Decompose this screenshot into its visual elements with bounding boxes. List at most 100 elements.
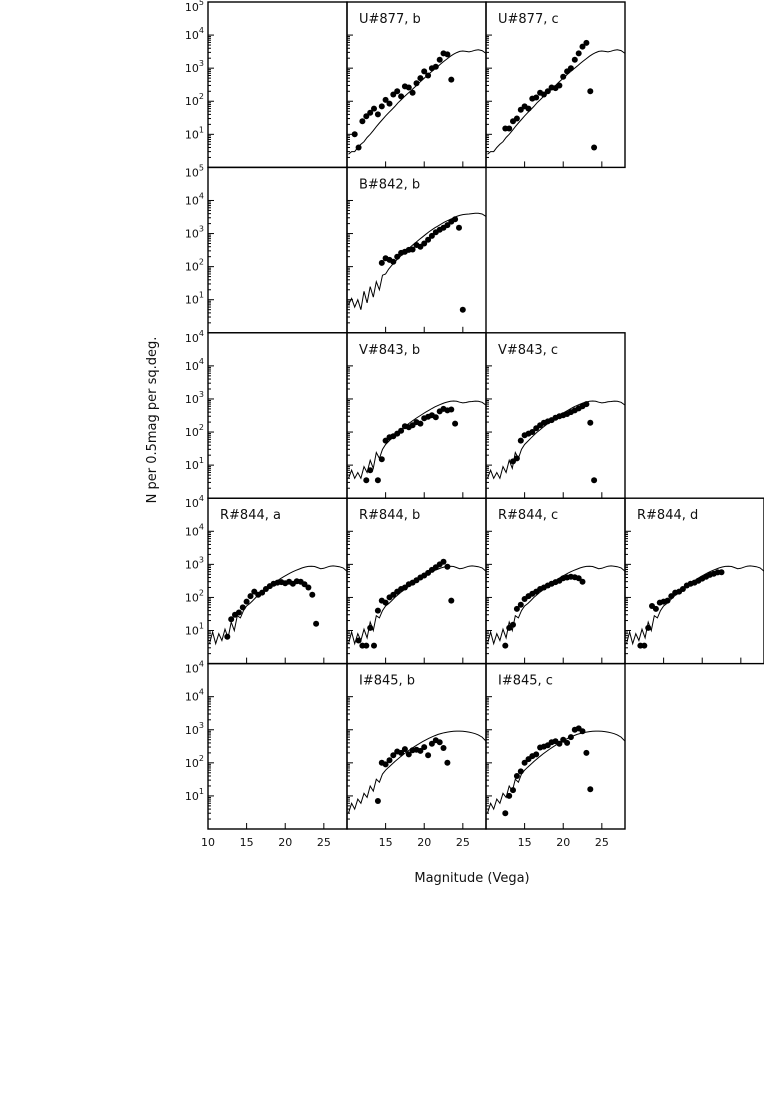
data-point-U-b <box>363 113 370 120</box>
y-tick-exponent: 5 <box>199 0 204 7</box>
data-point-I-c <box>579 728 586 735</box>
panel-label-V-b: V#843, b <box>359 343 420 358</box>
y-tick-exponent: 3 <box>199 59 204 68</box>
data-point-R-d <box>718 569 725 576</box>
model-line-I-b <box>348 730 487 814</box>
y-tick-label: 104 <box>185 522 204 538</box>
x-tick-label: 20 <box>556 836 570 849</box>
panel-label-R-a: R#844, a <box>220 508 281 523</box>
data-point-R-d <box>652 605 659 612</box>
data-point-I-b <box>386 757 393 764</box>
data-point-R-a <box>305 584 312 591</box>
data-point-I-b <box>374 798 381 804</box>
data-point-V-b <box>448 406 455 413</box>
y-tick-label: 103 <box>185 721 204 737</box>
y-tick-label: 104 <box>185 357 204 373</box>
y-tick-label: 102 <box>185 258 204 274</box>
model-line-B-b <box>348 212 487 310</box>
data-point-V-c <box>513 455 520 462</box>
data-point-R-a <box>228 616 235 623</box>
model-line-V-b <box>348 400 487 480</box>
y-tick-label: 102 <box>185 92 204 108</box>
data-point-R-b <box>448 597 455 604</box>
data-point-V-c <box>529 429 536 435</box>
data-point-V-c <box>591 477 598 484</box>
data-point-R-c <box>502 642 509 649</box>
y-tick-label: 102 <box>185 754 204 770</box>
data-point-R-b <box>440 558 447 565</box>
data-point-R-a <box>235 609 242 616</box>
x-tick-label: 25 <box>595 836 609 849</box>
panel-label-U-b: U#877, b <box>359 12 421 27</box>
data-point-U-c <box>567 65 574 72</box>
y-tick-exponent: 4 <box>199 191 204 200</box>
y-tick-exponent: 4 <box>199 329 204 338</box>
data-point-R-b <box>371 642 377 649</box>
data-point-I-b <box>428 740 435 747</box>
model-line-R-a <box>209 565 348 646</box>
y-tick-label: 101 <box>185 622 204 638</box>
data-point-U-b <box>359 118 366 125</box>
y-tick-label: 102 <box>185 588 204 604</box>
data-point-R-c <box>517 601 524 608</box>
empty-panel <box>207 332 348 499</box>
data-point-R-c <box>579 578 586 585</box>
data-point-I-b <box>390 752 397 759</box>
y-tick-label: 101 <box>185 456 204 472</box>
data-point-U-b <box>351 131 358 138</box>
y-axis-title: N per 0.5mag per sq.deg. <box>145 337 160 504</box>
data-point-R-d <box>668 593 675 600</box>
data-point-U-b <box>413 80 420 87</box>
panel-label-B-b: B#842, b <box>359 177 420 192</box>
data-point-V-b <box>367 467 374 474</box>
y-tick-label: 105 <box>185 0 204 14</box>
y-tick-exponent: 1 <box>199 125 204 134</box>
data-point-U-b <box>386 100 393 107</box>
data-point-U-c <box>544 88 551 95</box>
y-tick-label: 101 <box>185 291 204 307</box>
y-tick-exponent: 3 <box>199 721 204 730</box>
data-point-I-c <box>587 786 594 793</box>
model-line-I-c <box>487 730 626 814</box>
y-tick-label: 103 <box>185 390 204 406</box>
y-tick-exponent: 1 <box>199 456 204 465</box>
data-point-I-c <box>533 751 540 758</box>
data-point-V-c <box>587 419 594 426</box>
data-point-U-b <box>409 89 416 96</box>
y-tick-label: 101 <box>185 787 204 803</box>
data-point-U-b <box>448 76 455 83</box>
data-point-R-d <box>679 586 686 592</box>
data-point-U-c <box>571 56 578 63</box>
data-point-U-b <box>382 96 389 103</box>
data-point-R-c <box>510 621 516 628</box>
data-point-I-b <box>444 759 451 766</box>
y-tick-label: 101 <box>185 125 204 141</box>
panel-R-d <box>624 497 764 665</box>
data-point-B-b <box>394 253 401 260</box>
data-point-R-c <box>513 605 520 612</box>
y-tick-exponent: 4 <box>199 522 204 531</box>
y-tick-exponent: 2 <box>199 92 204 101</box>
data-point-U-c <box>575 50 582 57</box>
y-tick-label: 103 <box>185 225 204 241</box>
data-point-I-c <box>502 810 509 817</box>
data-point-I-b <box>405 751 412 758</box>
data-point-I-c <box>510 787 516 794</box>
data-point-U-b <box>421 68 428 75</box>
data-point-U-b <box>394 88 401 95</box>
data-point-V-b <box>398 427 405 434</box>
data-point-U-c <box>506 125 513 132</box>
data-point-V-c <box>517 437 524 444</box>
data-point-B-b <box>456 224 462 231</box>
data-point-I-c <box>506 792 513 799</box>
data-point-R-a <box>247 593 254 600</box>
data-point-R-a <box>224 633 231 640</box>
y-tick-exponent: 4 <box>199 26 204 35</box>
y-tick-label: 104 <box>185 494 204 510</box>
data-point-R-a <box>313 620 320 627</box>
y-tick-exponent: 3 <box>199 555 204 564</box>
data-point-R-a <box>309 591 316 598</box>
empty-panel <box>207 662 348 830</box>
data-point-U-b <box>374 111 381 118</box>
y-tick-exponent: 3 <box>199 390 204 399</box>
